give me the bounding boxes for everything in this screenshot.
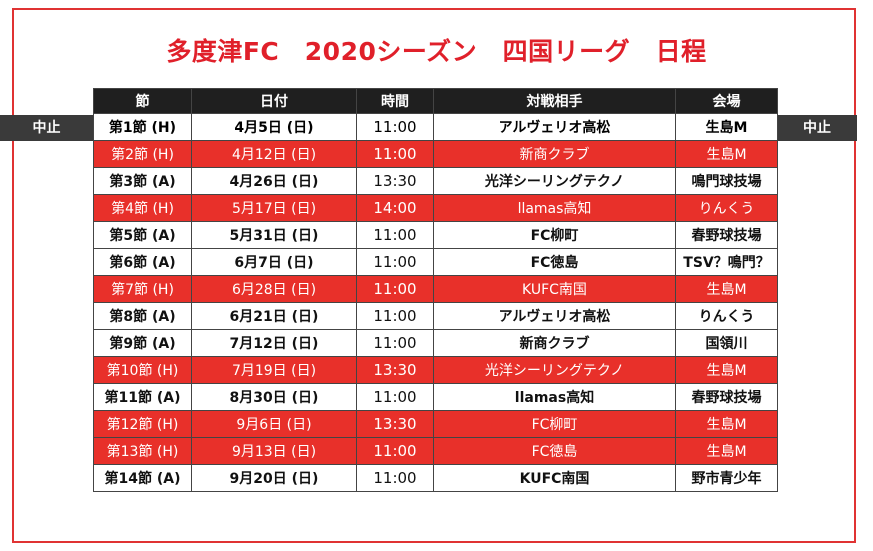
table-row: 第11節 (A) 8月30日 (日) 11:00 llamas高知 春野球技場 — [93, 383, 778, 411]
time-cell: 11:00 — [356, 383, 434, 411]
table-row: 第13節 (H) 9月13日 (日) 11:00 FC徳島 生島M — [93, 437, 778, 465]
time-cell: 11:00 — [356, 248, 434, 276]
date-cell: 9月13日 (日) — [191, 437, 357, 465]
table-row: 第1節 (H) 4月5日 (日) 11:00 アルヴェリオ高松 生島M — [93, 113, 778, 141]
round-cell: 第2節 (H) — [93, 140, 192, 168]
table-row: 第10節 (H) 7月19日 (日) 13:30 光洋シーリングテクノ 生島M — [93, 356, 778, 384]
venue-cell: 春野球技場 — [675, 383, 778, 411]
table-row: 第7節 (H) 6月28日 (日) 11:00 KUFC南国 生島M — [93, 275, 778, 303]
venue-cell: TSV？鳴門？ — [675, 248, 778, 276]
opponent-cell: アルヴェリオ高松 — [433, 302, 676, 330]
venue-cell: りんくう — [675, 302, 778, 330]
table-row: 第9節 (A) 7月12日 (日) 11:00 新商クラブ 国領川 — [93, 329, 778, 357]
date-cell: 7月12日 (日) — [191, 329, 357, 357]
table-row: 第4節 (H) 5月17日 (日) 14:00 llamas高知 りんくう — [93, 194, 778, 222]
date-cell: 8月30日 (日) — [191, 383, 357, 411]
opponent-cell: FC柳町 — [433, 221, 676, 249]
round-cell: 第4節 (H) — [93, 194, 192, 222]
venue-cell: 生島M — [675, 437, 778, 465]
table-row: 第14節 (A) 9月20日 (日) 11:00 KUFC南国 野市青少年 — [93, 464, 778, 492]
round-cell: 第12節 (H) — [93, 410, 192, 438]
venue-cell: 鳴門球技場 — [675, 167, 778, 195]
venue-cell: 生島M — [675, 275, 778, 303]
opponent-cell: FC柳町 — [433, 410, 676, 438]
date-cell: 4月5日 (日) — [191, 113, 357, 141]
venue-cell: 生島M — [675, 410, 778, 438]
time-cell: 11:00 — [356, 113, 434, 141]
round-cell: 第10節 (H) — [93, 356, 192, 384]
header-date: 日付 — [191, 88, 357, 114]
round-cell: 第8節 (A) — [93, 302, 192, 330]
header-row: 節 日付 時間 対戦相手 会場 — [93, 88, 778, 114]
date-cell: 6月28日 (日) — [191, 275, 357, 303]
table-row: 第6節 (A) 6月7日 (日) 11:00 FC徳島 TSV？鳴門？ — [93, 248, 778, 276]
round-cell: 第1節 (H) — [93, 113, 192, 141]
date-cell: 6月21日 (日) — [191, 302, 357, 330]
table-row: 第5節 (A) 5月31日 (日) 11:00 FC柳町 春野球技場 — [93, 221, 778, 249]
opponent-cell: 光洋シーリングテクノ — [433, 356, 676, 384]
date-cell: 9月20日 (日) — [191, 464, 357, 492]
venue-cell: 生島M — [675, 356, 778, 384]
header-time: 時間 — [356, 88, 434, 114]
opponent-cell: KUFC南国 — [433, 464, 676, 492]
venue-cell: 生島M — [675, 113, 778, 141]
opponent-cell: アルヴェリオ高松 — [433, 113, 676, 141]
opponent-cell: FC徳島 — [433, 437, 676, 465]
time-cell: 11:00 — [356, 275, 434, 303]
opponent-cell: 新商クラブ — [433, 140, 676, 168]
header-round: 節 — [93, 88, 192, 114]
schedule-table: 節 日付 時間 対戦相手 会場 第1節 (H) 4月5日 (日) 11:00 アルヴェ… — [93, 88, 778, 492]
opponent-cell: KUFC南国 — [433, 275, 676, 303]
round-cell: 第9節 (A) — [93, 329, 192, 357]
page-frame — [12, 8, 856, 543]
date-cell: 5月31日 (日) — [191, 221, 357, 249]
date-cell: 7月19日 (日) — [191, 356, 357, 384]
time-cell: 11:00 — [356, 464, 434, 492]
cancel-label-right: 中止 — [777, 115, 857, 141]
opponent-cell: 光洋シーリングテクノ — [433, 167, 676, 195]
date-cell: 6月7日 (日) — [191, 248, 357, 276]
cancel-label-left: 中止 — [0, 115, 93, 141]
time-cell: 11:00 — [356, 329, 434, 357]
date-cell: 9月6日 (日) — [191, 410, 357, 438]
venue-cell: 国領川 — [675, 329, 778, 357]
time-cell: 11:00 — [356, 221, 434, 249]
opponent-cell: llamas高知 — [433, 383, 676, 411]
round-cell: 第7節 (H) — [93, 275, 192, 303]
time-cell: 13:30 — [356, 356, 434, 384]
table-row: 第3節 (A) 4月26日 (日) 13:30 光洋シーリングテクノ 鳴門球技場 — [93, 167, 778, 195]
date-cell: 4月12日 (日) — [191, 140, 357, 168]
page-title: 多度津FC 2020シーズン 四国リーグ 日程 — [166, 37, 707, 66]
time-cell: 11:00 — [356, 140, 434, 168]
round-cell: 第14節 (A) — [93, 464, 192, 492]
venue-cell: りんくう — [675, 194, 778, 222]
table-row: 第12節 (H) 9月6日 (日) 13:30 FC柳町 生島M — [93, 410, 778, 438]
table-row: 第2節 (H) 4月12日 (日) 11:00 新商クラブ 生島M — [93, 140, 778, 168]
venue-cell: 野市青少年 — [675, 464, 778, 492]
time-cell: 13:30 — [356, 410, 434, 438]
header-venue: 会場 — [675, 88, 778, 114]
time-cell: 11:00 — [356, 437, 434, 465]
time-cell: 14:00 — [356, 194, 434, 222]
opponent-cell: FC徳島 — [433, 248, 676, 276]
header-opponent: 対戦相手 — [433, 88, 676, 114]
date-cell: 5月17日 (日) — [191, 194, 357, 222]
time-cell: 13:30 — [356, 167, 434, 195]
venue-cell: 春野球技場 — [675, 221, 778, 249]
time-cell: 11:00 — [356, 302, 434, 330]
date-cell: 4月26日 (日) — [191, 167, 357, 195]
venue-cell: 生島M — [675, 140, 778, 168]
round-cell: 第11節 (A) — [93, 383, 192, 411]
round-cell: 第6節 (A) — [93, 248, 192, 276]
round-cell: 第3節 (A) — [93, 167, 192, 195]
opponent-cell: 新商クラブ — [433, 329, 676, 357]
round-cell: 第5節 (A) — [93, 221, 192, 249]
round-cell: 第13節 (H) — [93, 437, 192, 465]
opponent-cell: llamas高知 — [433, 194, 676, 222]
table-row: 第8節 (A) 6月21日 (日) 11:00 アルヴェリオ高松 りんくう — [93, 302, 778, 330]
